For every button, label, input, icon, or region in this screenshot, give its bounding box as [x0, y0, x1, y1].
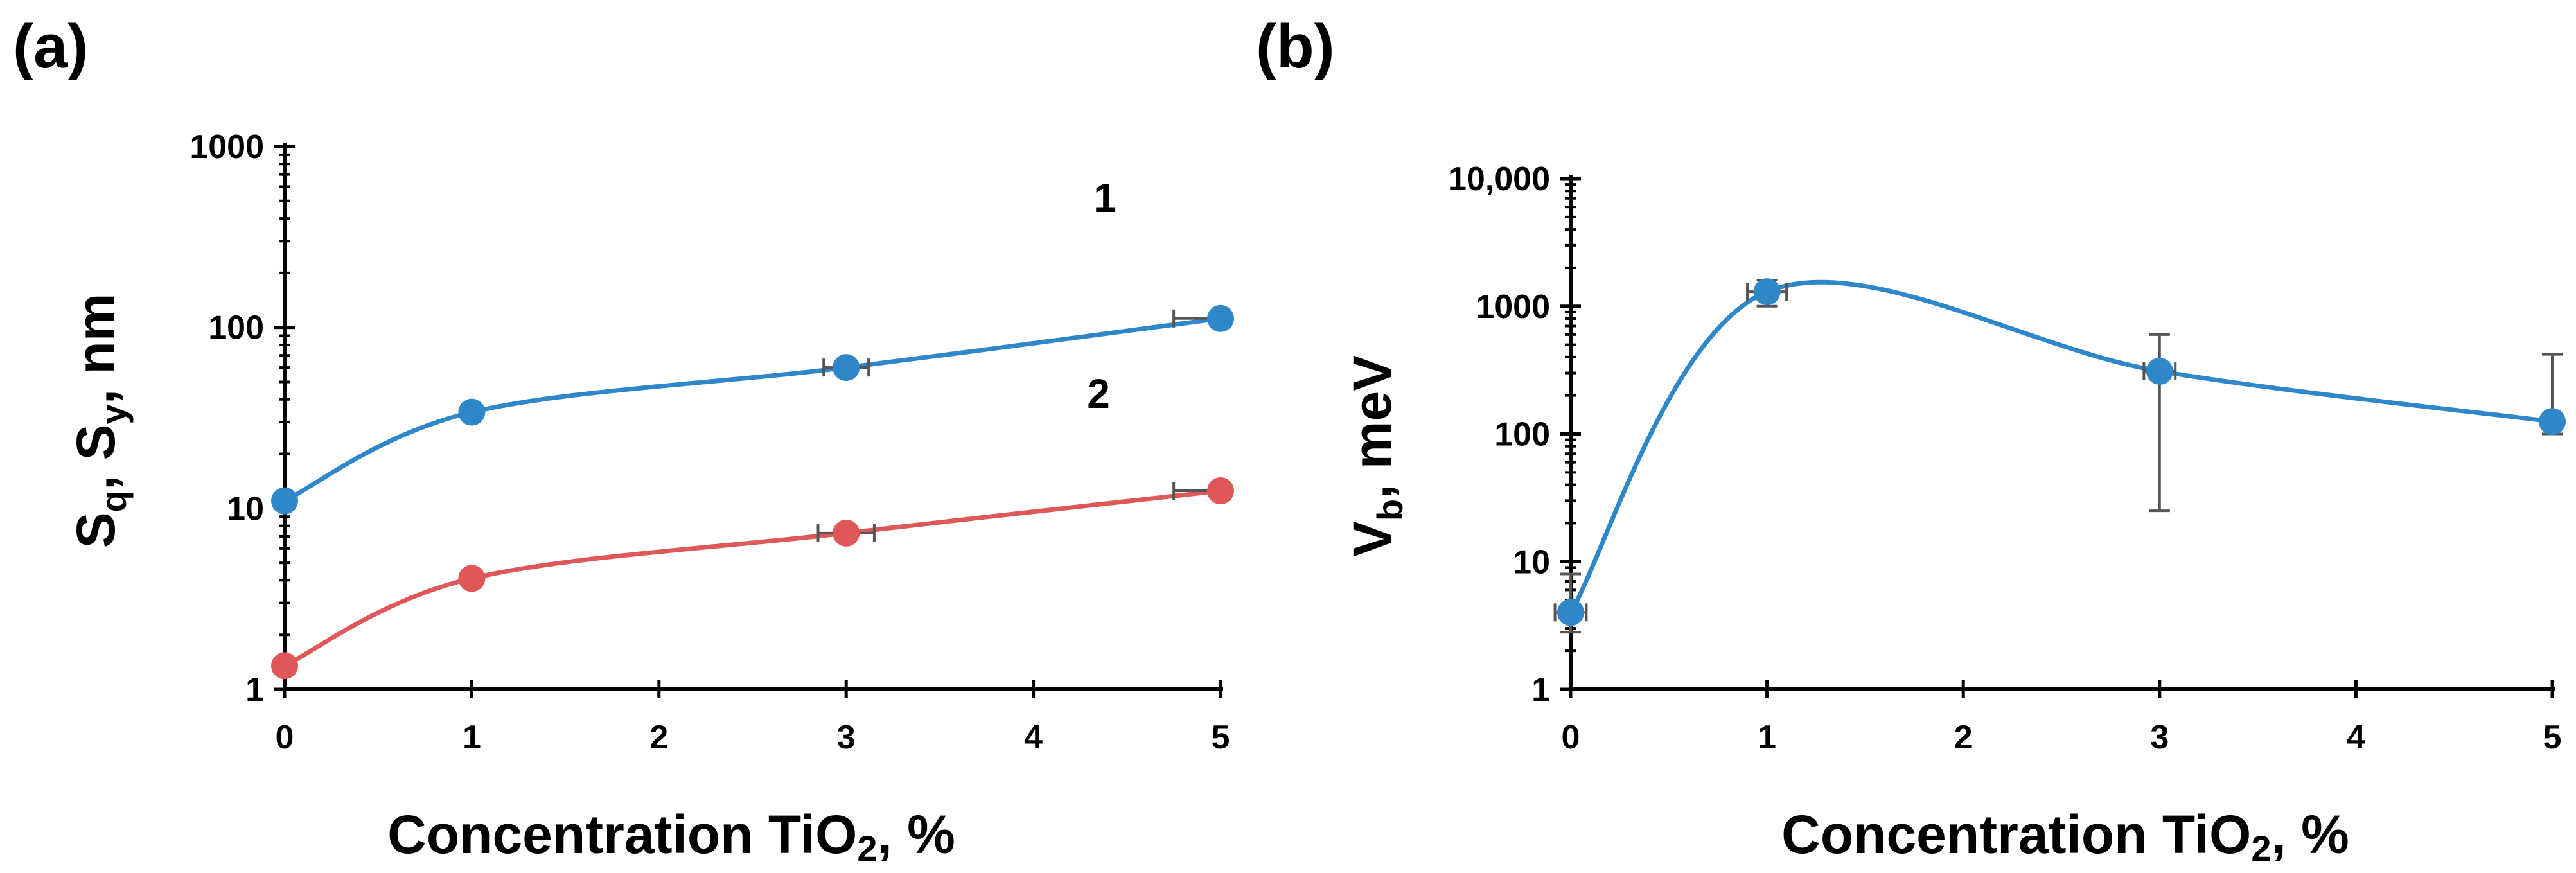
- x-tick-label: 1: [1758, 719, 1776, 756]
- panel-label-b: (b): [1256, 12, 1335, 81]
- series-line-Vb: [1569, 279, 2553, 614]
- x-axis-title-a: Concentration TiO2, %: [387, 804, 955, 869]
- chart-panel-b: (b) Vb, meV Concentration TiO2, % 110100…: [1256, 12, 2566, 869]
- x-tick-label: 5: [1212, 719, 1230, 756]
- data-point-2: [833, 519, 860, 547]
- data-point-1: [1207, 304, 1234, 332]
- data-point-1: [833, 354, 860, 382]
- data-point-2: [458, 565, 486, 592]
- x-tick-label: 4: [2347, 719, 2365, 756]
- y-tick-label: 100: [1494, 416, 1550, 454]
- data-point-1: [458, 398, 486, 426]
- y-tick-label: 1: [245, 671, 264, 709]
- y-tick-label: 1000: [1476, 288, 1550, 326]
- x-tick-label: 5: [2543, 719, 2562, 756]
- y-axis-title-a: Sq, Sy, nm: [66, 294, 134, 549]
- x-tick-label: 1: [463, 719, 481, 756]
- data-point-2: [1207, 477, 1234, 505]
- x-tick-label: 0: [276, 719, 294, 756]
- y-axis-title-b: Vb, meV: [1342, 355, 1410, 557]
- x-tick-label: 0: [1562, 719, 1580, 756]
- data-point-1: [271, 487, 298, 515]
- y-tick-label: 10,000: [1448, 161, 1550, 198]
- y-tick-label: 10: [1513, 543, 1550, 581]
- x-tick-label: 3: [2150, 719, 2169, 756]
- y-tick-label: 1000: [190, 128, 264, 166]
- data-point-2: [271, 652, 298, 680]
- x-tick-label: 3: [837, 719, 856, 756]
- series-line-2: [283, 488, 1221, 668]
- chart-panel-a: (a) Sq, Sy, nm Concentration TiO2, % 110…: [13, 12, 1234, 869]
- data-point-Vb: [2146, 357, 2173, 385]
- x-tick-label: 2: [1954, 719, 1973, 756]
- y-tick-label: 1: [1531, 671, 1550, 709]
- x-axis-title-b: Concentration TiO2, %: [1781, 804, 2349, 869]
- data-point-Vb: [1753, 278, 1781, 306]
- marks-b: [1553, 278, 2566, 634]
- y-tick-label: 10: [227, 490, 264, 527]
- marks-a: 12: [271, 175, 1234, 680]
- series-label-2: 2: [1087, 371, 1110, 417]
- x-tick-label: 4: [1024, 719, 1043, 756]
- x-tick-label: 2: [649, 719, 668, 756]
- panel-label-a: (a): [13, 12, 88, 81]
- series-line-1: [283, 316, 1221, 503]
- series-label-1: 1: [1093, 175, 1116, 221]
- data-point-Vb: [1557, 599, 1584, 626]
- data-point-Vb: [2539, 408, 2566, 436]
- y-tick-label: 100: [208, 310, 264, 347]
